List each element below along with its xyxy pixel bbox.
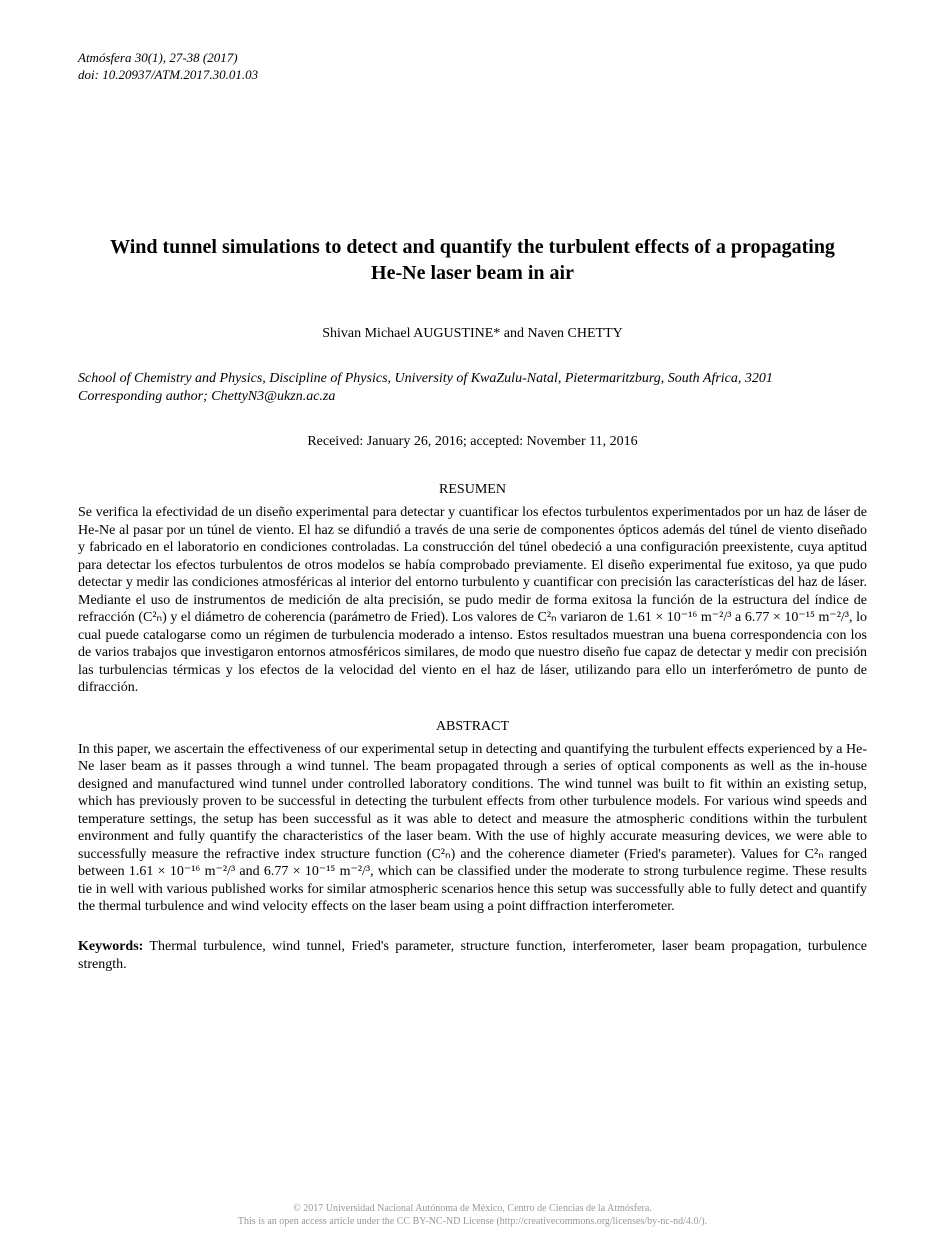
journal-header: Atmósfera 30(1), 27-38 (2017) doi: 10.20… <box>78 50 867 84</box>
paper-title: Wind tunnel simulations to detect and qu… <box>78 234 867 286</box>
abstract-text: In this paper, we ascertain the effectiv… <box>78 741 867 916</box>
resumen-text: Se verifica la efectividad de un diseño … <box>78 504 867 697</box>
abstract-heading: ABSTRACT <box>78 719 867 735</box>
affiliation-block: School of Chemistry and Physics, Discipl… <box>78 370 867 406</box>
footer-license: This is an open access article under the… <box>0 1215 945 1228</box>
resumen-heading: RESUMEN <box>78 482 867 498</box>
page-footer: © 2017 Universidad Nacional Autónoma de … <box>0 1202 945 1228</box>
keywords-block: Keywords: Thermal turbulence, wind tunne… <box>78 938 867 974</box>
affiliation-corresponding: Corresponding author; ChettyN3@ukzn.ac.z… <box>78 388 867 406</box>
keywords-label: Keywords: <box>78 939 143 954</box>
submission-dates: Received: January 26, 2016; accepted: No… <box>78 434 867 450</box>
affiliation-school: School of Chemistry and Physics, Discipl… <box>78 370 867 388</box>
footer-copyright: © 2017 Universidad Nacional Autónoma de … <box>0 1202 945 1215</box>
authors: Shivan Michael AUGUSTINE* and Naven CHET… <box>78 326 867 342</box>
journal-doi: doi: 10.20937/ATM.2017.30.01.03 <box>78 67 867 84</box>
journal-citation: Atmósfera 30(1), 27-38 (2017) <box>78 50 867 67</box>
keywords-text: Thermal turbulence, wind tunnel, Fried's… <box>78 939 867 972</box>
